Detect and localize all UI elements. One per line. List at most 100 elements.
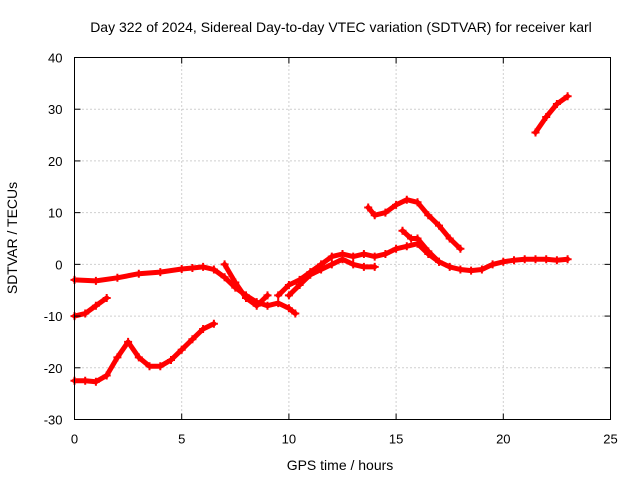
data-point [145,362,154,371]
data-point [531,255,540,264]
data-point [113,353,122,362]
y-tick-label: 40 [48,51,62,66]
data-point [413,234,422,243]
data-point [381,208,390,217]
data-point [167,356,175,364]
x-tick-label: 20 [496,432,510,447]
y-tick-label: -30 [44,413,63,428]
x-tick-label: 5 [178,432,185,447]
data-point [445,262,454,271]
data-point [91,377,100,386]
data-point [392,244,401,253]
data-point [370,211,379,220]
data-point [531,128,540,137]
data-point [435,257,443,266]
data-point [295,281,304,289]
chart-title: Day 322 of 2024, Sidereal Day-to-day VTE… [90,19,592,35]
series-arc-9 [531,92,572,137]
data-point [327,252,336,261]
data-point [542,113,551,121]
data-series [70,92,572,386]
data-point [456,265,465,274]
data-point [424,211,433,220]
data-point [520,255,529,264]
data-point [284,304,293,313]
data-point [488,260,497,269]
data-point [359,262,368,271]
data-point [381,250,390,258]
data-point [370,252,379,261]
data-point [563,92,572,101]
data-point [370,262,379,271]
data-point [274,291,283,300]
y-tick-label: 10 [48,206,62,221]
data-point [349,252,358,261]
series-arc-8 [70,319,218,386]
series-arc-5 [364,195,465,253]
data-point [91,276,100,285]
data-point [349,260,358,269]
data-point [284,281,293,289]
series-arc-4 [284,255,379,300]
data-point [220,273,229,282]
data-point [263,291,272,300]
grid-lines [74,57,611,420]
data-point [563,255,572,264]
series-line [365,197,463,252]
series-line [533,93,571,135]
y-tick-label: 30 [48,102,62,117]
data-point [113,273,122,282]
series-line [72,321,217,385]
data-point [156,362,165,371]
data-point [338,255,347,264]
data-point [177,265,186,273]
x-axis-label: GPS time / hours [287,457,394,473]
data-point [413,198,422,207]
data-point [231,278,240,287]
data-point [199,262,208,271]
data-point [499,257,508,266]
data-point [392,200,401,209]
series-arc-2 [220,260,272,310]
y-axis-label: SDTVAR / TECUs [4,182,20,294]
data-point [188,335,197,344]
data-point [327,260,336,269]
data-point [398,226,407,235]
data-point [291,309,300,318]
data-point [220,260,229,269]
series-line [72,264,298,316]
series-arc-1 [70,262,300,318]
data-point [542,255,551,264]
y-tick-label: 0 [55,257,62,272]
data-point [188,264,197,272]
data-point [552,100,561,108]
data-point [81,309,90,318]
data-point [456,244,465,253]
data-point [102,371,111,380]
data-point [252,301,261,310]
data-point [467,266,476,275]
data-point [552,256,561,265]
data-point [134,353,143,362]
data-point [274,299,283,308]
axis-ticks: 0 5 10 15 20 25 -30 -20 -10 0 10 20 30 40 [44,51,618,447]
data-point [435,221,443,230]
series-line [72,295,110,319]
data-point [242,294,250,302]
data-point [424,247,433,256]
data-point [477,265,486,274]
y-tick-label: 20 [48,154,62,169]
series-arc-3 [274,239,572,300]
series-line [275,241,571,298]
data-point [156,268,165,277]
data-point [91,301,100,310]
x-tick-label: 0 [71,432,78,447]
data-point [284,291,293,300]
data-point [209,319,218,328]
data-point [445,234,454,243]
data-point [177,345,186,354]
data-point [199,325,208,333]
data-point [209,265,218,274]
data-point [364,203,373,212]
